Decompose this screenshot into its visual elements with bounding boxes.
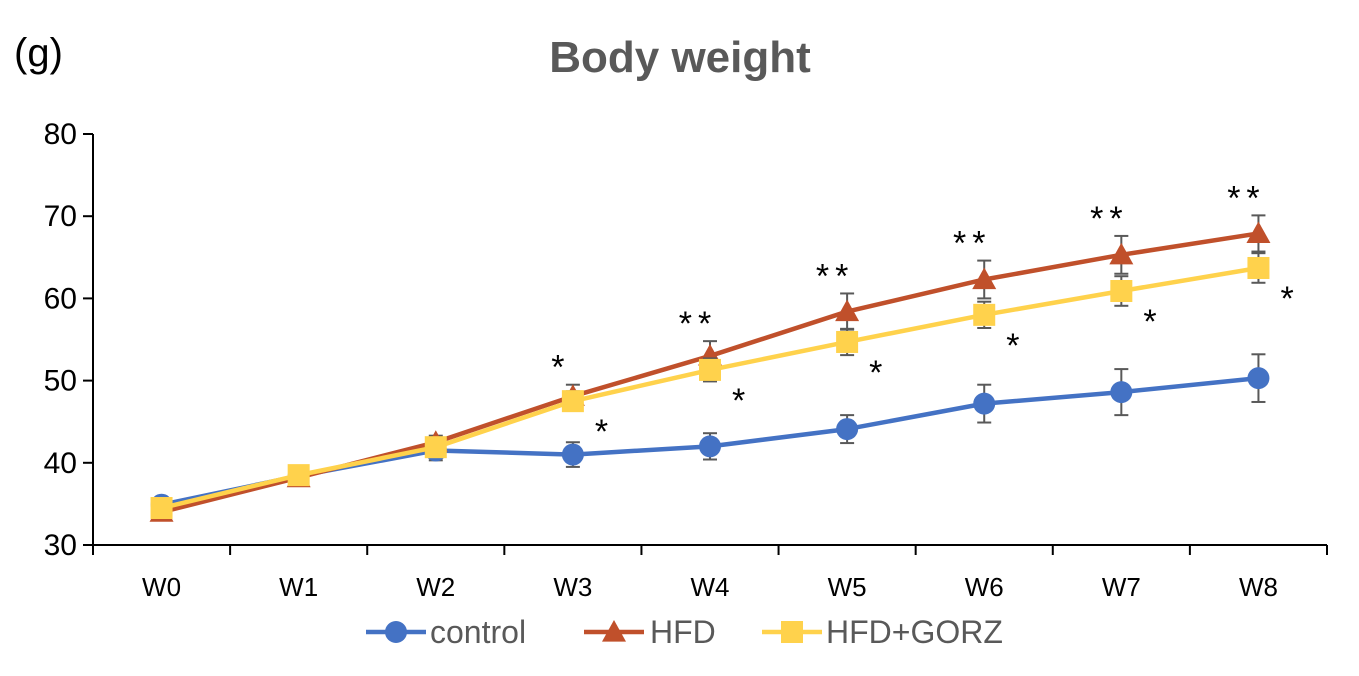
x-tick-label: W5 [828,572,867,602]
data-point-hfd-gorz [150,497,173,520]
x-tick-label: W2 [416,572,455,602]
y-tick-label: 80 [44,118,77,151]
data-point-hfd-gorz [424,436,447,459]
data-point-hfd-gorz [287,464,310,487]
data-point-control [1247,367,1270,390]
axes: 30 40 50 60 70 80 W0 W1 W2 W3 W4 W5 W6 W7 W8 [44,118,1328,602]
significance-marker-hfd: ** [1090,200,1128,238]
legend: control HFD HFD+GORZ [366,614,1003,650]
series-hfd-gorz [150,252,1270,520]
data-point-control [699,435,721,458]
data-point-control [836,418,859,441]
legend-item-hfd-gorz: HFD+GORZ [762,614,1003,650]
data-point-control [561,443,584,466]
series-group [149,214,1271,522]
data-point-hfd-gorz [561,390,584,413]
significance-marker-gorz: * [1280,280,1293,318]
y-unit-label: (g) [14,31,63,75]
x-tick-label: W4 [691,572,730,602]
significance-marker-gorz: * [1006,327,1019,365]
y-tick-label: 40 [44,447,77,480]
chart-title: Body weight [549,33,811,82]
significance-marker-gorz: * [1143,303,1156,341]
data-point-hfd [972,267,997,290]
data-point-hfd [1109,242,1134,265]
legend-marker-hfd [602,620,626,642]
x-tick-label: W1 [279,572,318,602]
significance-marker-hfd: ** [1227,179,1265,217]
y-tick-label: 70 [44,200,77,233]
data-point-hfd-gorz [1247,256,1270,279]
significance-marker-gorz: * [595,413,608,451]
legend-item-control: control [366,614,526,650]
legend-label-hfd-gorz: HFD+GORZ [826,614,1003,650]
x-tick-label: W3 [553,572,592,602]
data-point-hfd-gorz [973,303,996,326]
significance-marker-hfd: ** [679,305,717,343]
data-point-control [1110,381,1133,404]
significance-marker-gorz: * [732,382,745,420]
legend-label-hfd: HFD [650,614,716,650]
x-tick-label: W0 [142,572,181,602]
data-point-hfd-gorz [699,358,721,381]
significance-marker-hfd: * [551,349,570,387]
legend-marker-hfd-gorz [781,621,803,643]
x-tick-label: W8 [1239,572,1278,602]
data-point-hfd [1246,221,1271,244]
x-tick-label: W6 [965,572,1004,602]
data-point-hfd [835,299,860,322]
y-tick-label: 50 [44,365,77,398]
legend-marker-control [385,621,407,643]
significance-marker-hfd: ** [816,257,854,295]
y-tick-label: 30 [44,529,77,562]
significance-marker-gorz: * [869,354,882,392]
legend-item-hfd: HFD [584,614,716,650]
significance-marker-hfd: ** [953,225,991,263]
data-point-hfd-gorz [836,330,859,353]
legend-label-control: control [430,614,526,650]
x-tick-label: W7 [1102,572,1141,602]
significance-annotations: ***************** [551,179,1293,451]
data-point-hfd-gorz [1110,280,1133,303]
data-point-control [973,392,996,415]
y-tick-label: 60 [44,282,77,315]
